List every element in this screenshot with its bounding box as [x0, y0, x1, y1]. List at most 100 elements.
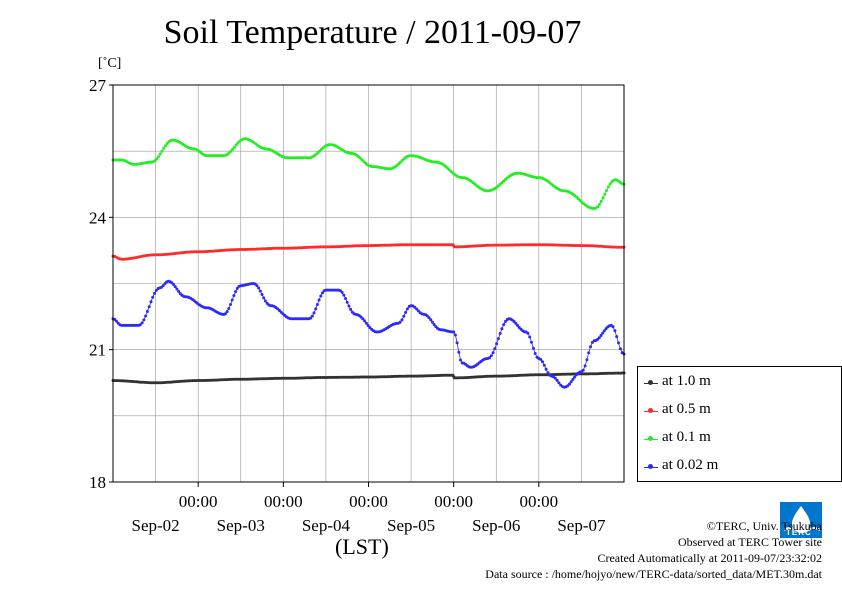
data-point	[234, 290, 238, 294]
data-point	[162, 146, 166, 150]
x-tick-label: 00:00	[264, 492, 303, 511]
data-point	[345, 300, 349, 304]
data-point	[603, 192, 607, 196]
data-point	[158, 152, 162, 156]
legend-dot-1m	[648, 380, 653, 385]
data-point	[516, 323, 519, 327]
data-point	[400, 318, 404, 322]
data-point	[255, 284, 259, 288]
data-point	[542, 363, 546, 367]
data-point	[363, 319, 367, 323]
data-point	[573, 375, 577, 379]
data-point	[571, 377, 575, 381]
x-date-label: Sep-03	[217, 516, 265, 535]
data-point	[147, 305, 151, 309]
data-point	[144, 314, 148, 318]
data-point	[493, 347, 497, 351]
data-point	[415, 307, 419, 311]
data-point	[260, 293, 264, 296]
legend-label-1m: at 1.0 m	[662, 373, 711, 389]
legend: at 1.0 m at 0.5 m at 0.1 m at 0.02 m	[637, 366, 842, 482]
data-point	[599, 199, 603, 203]
data-point	[232, 294, 236, 298]
data-point	[589, 345, 592, 349]
x-tick-label: 00:00	[179, 492, 218, 511]
data-point	[502, 323, 506, 327]
data-point	[496, 337, 500, 341]
credit-observed: Observed at TERC Tower site	[677, 535, 822, 549]
data-point	[541, 360, 544, 364]
data-point	[457, 350, 461, 354]
data-point	[317, 298, 321, 302]
legend-item-002m: at 0.02 m	[638, 457, 841, 479]
series-layer	[111, 137, 626, 389]
data-point	[606, 185, 610, 189]
data-point	[258, 289, 262, 293]
data-point	[340, 290, 344, 294]
credit-created: Created Automatically at 2011-09-07/23:3…	[597, 551, 822, 565]
data-point	[230, 298, 234, 302]
data-point	[531, 346, 535, 350]
data-point	[553, 376, 557, 380]
data-point	[234, 143, 238, 147]
data-point	[262, 296, 266, 300]
data-point	[452, 330, 456, 334]
data-point	[455, 341, 459, 345]
data-point	[569, 380, 573, 384]
x-date-label: Sep-04	[302, 516, 351, 535]
data-point	[229, 149, 233, 153]
data-point	[161, 284, 165, 288]
chart-title: Soil Temperature / 2011-09-07	[163, 14, 582, 51]
credits: ©TERC, Univ. Tsukuba Observed at TERC To…	[485, 518, 822, 582]
data-point	[175, 287, 179, 291]
data-point	[533, 352, 537, 355]
logo-text: TERC	[786, 528, 812, 537]
grid-lines	[112, 84, 625, 483]
data-point	[310, 314, 314, 318]
data-point	[153, 291, 156, 295]
data-point	[459, 358, 462, 362]
data-point	[427, 316, 431, 320]
credit-copyright: ©TERC, Univ. Tsukuba	[706, 519, 822, 533]
data-point	[321, 291, 324, 295]
data-point	[364, 321, 368, 325]
data-point	[413, 305, 417, 309]
data-point	[617, 341, 620, 345]
data-point	[235, 286, 239, 290]
data-point	[156, 155, 160, 159]
x-axis-unit: (LST)	[335, 534, 389, 559]
data-point	[140, 321, 144, 325]
series-3	[111, 137, 626, 210]
data-point	[145, 310, 149, 313]
data-point	[114, 319, 118, 323]
data-point	[402, 314, 406, 318]
credit-source: Data source : /home/hojyo/new/TERC-data/…	[485, 567, 822, 581]
data-point	[601, 331, 605, 335]
x-date-label: Sep-07	[557, 516, 606, 535]
data-point	[309, 316, 313, 320]
legend-dot-01m	[648, 436, 653, 441]
data-point	[598, 202, 601, 206]
data-point	[504, 319, 507, 323]
data-point	[344, 297, 347, 300]
data-point	[223, 312, 227, 316]
data-point	[581, 368, 585, 372]
data-point	[596, 205, 600, 209]
data-point	[225, 310, 229, 314]
data-point	[151, 295, 155, 299]
data-point	[361, 317, 365, 321]
data-point	[611, 325, 615, 329]
data-point	[528, 335, 532, 339]
data-point	[232, 145, 236, 149]
legend-label-002m: at 0.02 m	[662, 457, 719, 473]
data-point	[544, 367, 548, 371]
data-point	[347, 304, 351, 308]
data-point	[319, 294, 323, 298]
data-point	[489, 354, 493, 358]
data-point	[366, 324, 370, 327]
data-point	[602, 329, 606, 333]
data-point	[432, 323, 436, 326]
data-point	[429, 318, 433, 322]
x-tick-label: 00:00	[519, 492, 558, 511]
data-point	[398, 320, 402, 324]
